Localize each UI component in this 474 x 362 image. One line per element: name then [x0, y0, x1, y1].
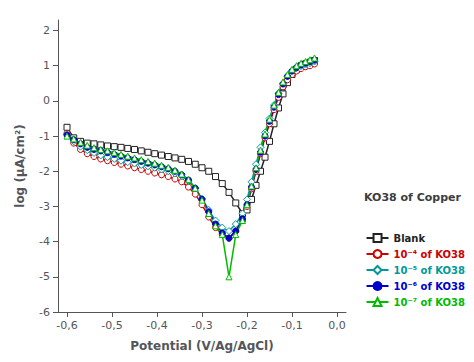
svg-text:-0,2: -0,2 — [236, 319, 257, 332]
svg-text:-5: -5 — [39, 270, 50, 283]
svg-text:-0,1: -0,1 — [281, 319, 302, 332]
svg-text:10⁻⁷ of KO38: 10⁻⁷ of KO38 — [394, 297, 466, 308]
svg-text:-4: -4 — [39, 235, 50, 248]
svg-text:1: 1 — [43, 59, 50, 72]
svg-text:-3: -3 — [39, 200, 50, 213]
svg-text:0,0: 0,0 — [328, 319, 346, 332]
svg-text:-0,3: -0,3 — [191, 319, 212, 332]
svg-text:2: 2 — [43, 24, 50, 37]
svg-text:Potential (V/Ag/AgCl): Potential (V/Ag/AgCl) — [130, 339, 273, 353]
svg-text:-0,5: -0,5 — [101, 319, 122, 332]
svg-text:-2: -2 — [39, 165, 50, 178]
svg-text:KO38 of Copper: KO38 of Copper — [364, 191, 462, 204]
svg-text:-0,4: -0,4 — [146, 319, 167, 332]
svg-text:log (μA/cm²): log (μA/cm²) — [13, 124, 27, 207]
svg-text:10⁻⁵ of KO38: 10⁻⁵ of KO38 — [394, 265, 466, 276]
svg-text:-6: -6 — [39, 306, 50, 319]
svg-text:10⁻⁶ of KO38: 10⁻⁶ of KO38 — [394, 281, 466, 292]
svg-text:Blank: Blank — [394, 233, 426, 244]
svg-text:10⁻⁴ of KO38: 10⁻⁴ of KO38 — [394, 249, 466, 260]
svg-text:0: 0 — [43, 94, 50, 107]
svg-text:-1: -1 — [39, 130, 50, 143]
svg-text:-0,6: -0,6 — [56, 319, 77, 332]
